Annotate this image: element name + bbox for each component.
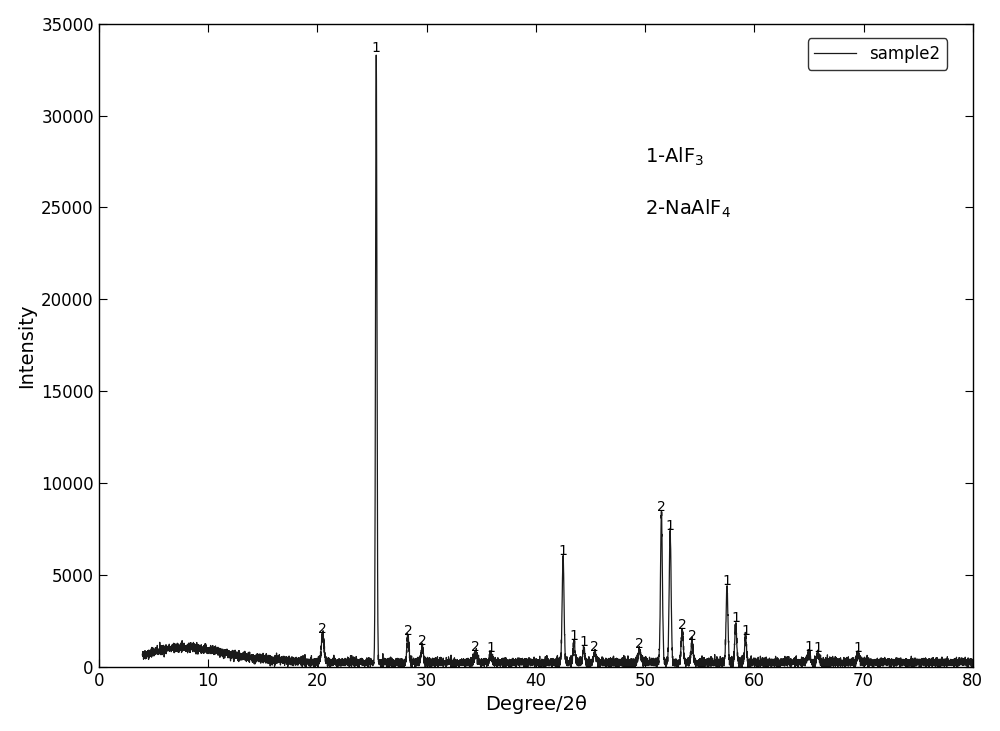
sample2 xyxy=(171,643,183,651)
Text: 1: 1 xyxy=(570,629,578,643)
Text: 2: 2 xyxy=(635,637,644,651)
Text: 2: 2 xyxy=(590,640,599,654)
Text: 2: 2 xyxy=(688,629,696,643)
sample2 xyxy=(140,651,152,660)
Line: sample2: sample2 xyxy=(142,55,973,667)
Text: 2: 2 xyxy=(657,501,666,515)
Text: 1: 1 xyxy=(854,641,863,655)
X-axis label: Degree/2θ: Degree/2θ xyxy=(485,695,587,714)
Text: 2: 2 xyxy=(318,621,327,636)
Text: 1: 1 xyxy=(731,610,740,625)
Text: 1: 1 xyxy=(372,41,381,55)
Text: 1: 1 xyxy=(741,624,750,637)
sample2 xyxy=(923,654,935,663)
sample2 xyxy=(370,50,382,59)
sample2 xyxy=(543,660,555,669)
sample2 xyxy=(296,662,308,671)
Legend: sample2: sample2 xyxy=(808,39,947,69)
Text: 2: 2 xyxy=(678,618,687,632)
Text: 2: 2 xyxy=(471,640,480,654)
Text: 1: 1 xyxy=(579,635,588,648)
sample2 xyxy=(967,656,979,665)
Y-axis label: Intensity: Intensity xyxy=(17,303,36,387)
Text: 1: 1 xyxy=(813,641,822,655)
Text: 1-AlF$_3$: 1-AlF$_3$ xyxy=(645,146,704,168)
Text: 1: 1 xyxy=(723,574,731,588)
Text: 1: 1 xyxy=(559,545,568,558)
sample2 xyxy=(136,650,148,659)
Text: 2-NaAlF$_4$: 2-NaAlF$_4$ xyxy=(645,197,731,219)
Text: 1: 1 xyxy=(487,641,495,655)
Text: 1: 1 xyxy=(666,519,675,533)
Text: 2: 2 xyxy=(404,624,412,637)
sample2 xyxy=(186,644,198,653)
Text: 2: 2 xyxy=(418,634,427,648)
sample2 xyxy=(299,656,311,665)
Text: 1: 1 xyxy=(804,640,813,654)
